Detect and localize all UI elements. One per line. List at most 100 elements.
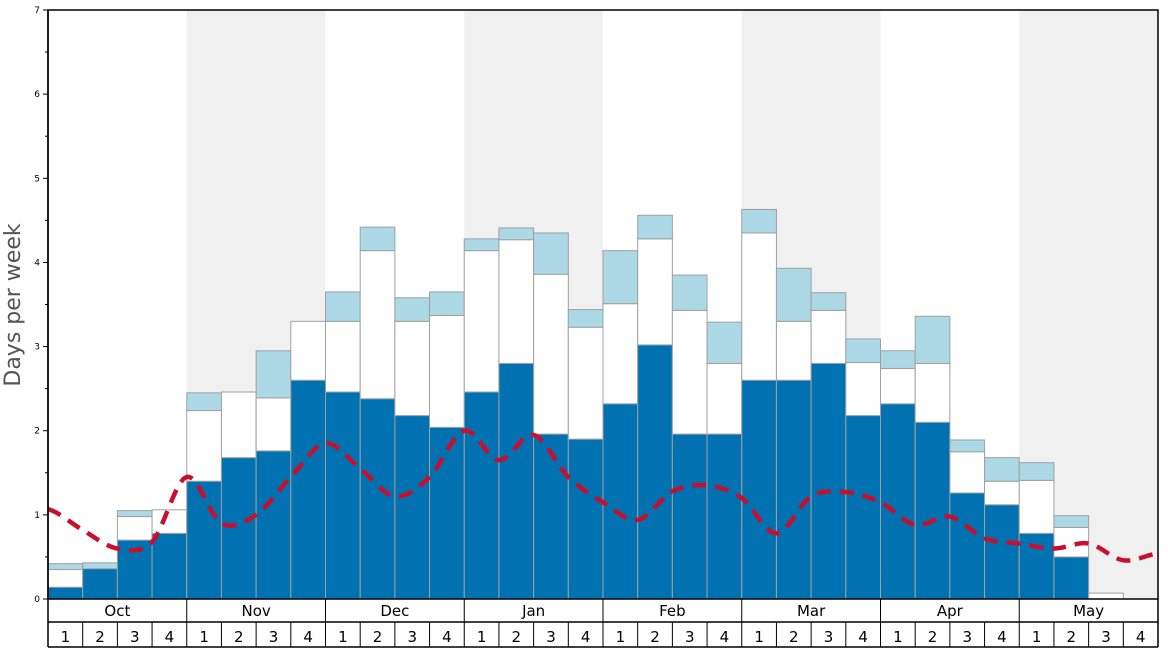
bar-base-17	[602, 403, 639, 600]
week-label-15: 3	[546, 628, 556, 646]
bar-top-25	[880, 350, 916, 369]
week-label-9: 1	[338, 628, 348, 646]
bar-middle-7	[255, 397, 292, 452]
bar-middle-14	[498, 239, 535, 364]
bar-top-26	[914, 315, 951, 364]
bar-top-7	[255, 350, 292, 399]
bar-middle-31	[1088, 592, 1124, 600]
month-label-mar: Mar	[797, 602, 826, 620]
bar-middle-1	[47, 569, 84, 588]
bar-base-16	[567, 438, 604, 600]
bar-middle-24	[845, 362, 881, 417]
bar-base-8	[290, 379, 326, 600]
bar-middle-23	[810, 309, 847, 364]
bar-middle-13	[463, 250, 500, 393]
week-label-31: 3	[1101, 628, 1111, 646]
week-label-16: 4	[581, 628, 591, 646]
bar-base-15	[533, 433, 569, 600]
week-label-17: 1	[616, 628, 626, 646]
month-label-apr: Apr	[937, 602, 964, 620]
bar-base-10	[359, 398, 396, 600]
bar-base-13	[463, 391, 500, 600]
week-label-18: 2	[650, 628, 660, 646]
month-label-feb: Feb	[659, 602, 686, 620]
bar-middle-25	[880, 367, 916, 405]
bar-base-12	[429, 426, 465, 600]
bar-top-30	[1053, 515, 1090, 528]
bar-base-4	[151, 532, 188, 600]
bar-base-22	[775, 379, 812, 600]
week-label-2: 2	[95, 628, 105, 646]
bar-base-19	[671, 433, 708, 600]
y-tick-label-0: 0	[34, 595, 40, 605]
month-label-oct: Oct	[104, 602, 130, 620]
bar-top-14	[498, 227, 535, 241]
bar-top-17	[602, 250, 639, 305]
bar-top-3	[116, 510, 153, 518]
week-label-22: 2	[789, 628, 799, 646]
bar-top-1	[47, 563, 84, 571]
bar-top-27	[949, 439, 986, 453]
bar-base-18	[637, 344, 673, 600]
bar-top-20	[706, 321, 743, 364]
bar-middle-26	[914, 362, 951, 423]
bar-middle-6	[220, 391, 257, 459]
bar-base-1	[47, 586, 84, 600]
bar-base-26	[914, 421, 951, 600]
bar-base-2	[82, 568, 118, 600]
y-tick-label-5: 5	[34, 174, 40, 184]
month-label-jan: Jan	[521, 602, 545, 620]
y-axis-label: Days per week	[1, 223, 26, 386]
bar-base-30	[1053, 556, 1090, 600]
week-label-21: 1	[754, 628, 764, 646]
week-label-10: 2	[373, 628, 383, 646]
trend-line	[47, 428, 1159, 563]
bar-top-15	[533, 232, 569, 275]
y-tick-label-6: 6	[34, 90, 40, 100]
y-tick-label-3: 3	[34, 343, 40, 353]
week-label-7: 3	[269, 628, 279, 646]
week-label-32: 4	[1136, 628, 1146, 646]
bar-top-24	[845, 338, 881, 364]
month-label-may: May	[1073, 602, 1104, 620]
bar-base-7	[255, 450, 292, 600]
y-tick-label-4: 4	[34, 258, 40, 268]
bar-top-19	[671, 274, 708, 311]
bar-middle-11	[394, 320, 431, 417]
bar-top-9	[325, 291, 361, 322]
week-label-8: 4	[303, 628, 313, 646]
week-label-6: 2	[234, 628, 244, 646]
bar-middle-3	[116, 516, 153, 541]
week-label-3: 3	[130, 628, 140, 646]
week-label-27: 3	[962, 628, 972, 646]
bar-middle-20	[706, 362, 743, 435]
bar-base-6	[220, 457, 257, 600]
bar-base-27	[949, 492, 986, 600]
bar-top-10	[359, 226, 396, 252]
week-label-1: 1	[61, 628, 71, 646]
bar-middle-29	[1018, 479, 1055, 534]
bar-middle-4	[151, 509, 188, 534]
bar-top-5	[186, 392, 222, 412]
bar-top-23	[810, 292, 847, 311]
week-label-23: 3	[824, 628, 834, 646]
bar-base-28	[984, 504, 1020, 600]
y-tick-label-2: 2	[34, 427, 40, 437]
bar-base-24	[845, 415, 881, 600]
month-label-dec: Dec	[380, 602, 409, 620]
bar-middle-28	[984, 480, 1020, 506]
bar-middle-17	[602, 303, 639, 405]
week-label-30: 2	[1067, 628, 1077, 646]
bar-base-29	[1018, 532, 1055, 600]
bar-middle-12	[429, 314, 465, 428]
bar-middle-18	[637, 238, 673, 346]
bar-base-5	[186, 480, 222, 600]
bar-base-14	[498, 362, 535, 600]
bar-middle-27	[949, 451, 986, 494]
y-tick-label-1: 1	[34, 511, 40, 521]
week-label-5: 1	[199, 628, 209, 646]
y-tick-label-7: 7	[34, 6, 40, 16]
bar-top-29	[1018, 462, 1055, 481]
bar-middle-16	[567, 326, 604, 440]
